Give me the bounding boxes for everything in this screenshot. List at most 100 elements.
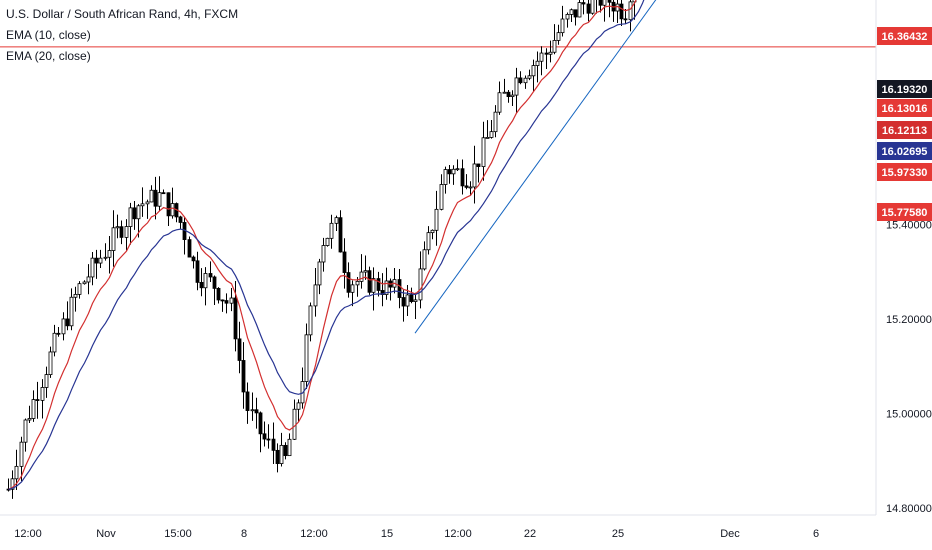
chart-title[interactable]: U.S. Dollar / South African Rand, 4h, FX… <box>6 7 239 21</box>
candle-body-down <box>544 52 549 55</box>
candle-body-up <box>539 52 544 62</box>
candle-body-up <box>531 65 536 77</box>
candle <box>422 241 427 271</box>
candle <box>115 214 120 239</box>
candle <box>464 174 469 190</box>
candle-body-down <box>35 399 40 401</box>
candle-body-down <box>401 297 406 307</box>
candle <box>405 284 410 317</box>
candle-body-up <box>468 186 473 189</box>
candle-body-up <box>136 205 141 220</box>
candle-body-down <box>220 299 225 302</box>
candle <box>250 392 255 421</box>
candle-body-up <box>628 1 633 21</box>
candle <box>313 268 318 317</box>
candle-body-up <box>602 0 607 6</box>
candle-body-up <box>98 257 103 264</box>
trendline[interactable] <box>414 0 845 334</box>
candle <box>565 12 570 28</box>
candle <box>153 176 158 220</box>
candle <box>23 418 28 452</box>
y-tick-label: 15.00000 <box>886 409 932 421</box>
candle <box>535 51 540 83</box>
candle-body-up <box>489 131 494 138</box>
candle <box>371 267 376 311</box>
x-tick-label: Nov <box>96 528 116 540</box>
candle <box>262 421 267 447</box>
time-axis[interactable]: 12:00 Nov 15:00 8 12:00 15 12:00 22 25 Dec 6 <box>14 528 819 540</box>
candle <box>460 159 465 195</box>
candle <box>489 120 494 139</box>
ema-20-legend[interactable]: EMA (20, close) <box>6 49 91 63</box>
candle-body-up <box>250 409 255 412</box>
candle <box>10 470 15 499</box>
candle-body-down <box>254 409 259 414</box>
candle <box>107 236 112 274</box>
candle <box>157 176 162 211</box>
price-tag: 16.19320 <box>877 80 932 98</box>
candle-body-down <box>607 0 612 3</box>
candle-body-up <box>103 256 108 259</box>
candle-body-up <box>325 237 330 246</box>
candle <box>481 121 486 181</box>
candle <box>44 366 49 398</box>
price-tags: 16.36432 16.19320 16.13016 16.12113 16.02695… <box>877 27 932 221</box>
candle <box>413 292 418 319</box>
candle-body-down <box>409 294 414 302</box>
candle <box>300 367 305 409</box>
candle-body-down <box>518 77 523 84</box>
price-tag: 16.36432 <box>877 27 932 45</box>
candle-body-up <box>355 280 360 286</box>
candle <box>321 237 326 272</box>
candle-body-up <box>455 168 460 171</box>
candle <box>392 268 397 294</box>
candle-body-up <box>124 226 129 238</box>
candle-body-up <box>329 222 334 239</box>
candle <box>187 236 192 258</box>
candle-body-down <box>208 273 213 278</box>
price-tag-bg <box>877 163 932 181</box>
candle-body-up <box>287 438 292 457</box>
candle <box>468 181 473 196</box>
candle-body-up <box>90 257 95 278</box>
candle <box>237 321 242 374</box>
candle-body-up <box>497 92 502 113</box>
candle <box>275 443 280 473</box>
candle <box>388 278 393 301</box>
candle-body-up <box>149 189 154 203</box>
price-tag: 15.97330 <box>877 163 932 181</box>
candle-body-up <box>413 299 418 302</box>
candle-body-up <box>40 387 45 401</box>
ema-10-legend[interactable]: EMA (10, close) <box>6 28 91 42</box>
candle-body-up <box>535 60 540 66</box>
candle-body-up <box>552 40 557 53</box>
candle <box>90 252 95 286</box>
candle <box>241 342 246 409</box>
candle <box>56 327 61 337</box>
candle <box>619 0 624 27</box>
price-tag: 16.13016 <box>877 99 932 117</box>
candle-body-up <box>405 294 410 307</box>
candle-body-up <box>304 334 309 382</box>
candle <box>581 0 586 15</box>
candle-body-down <box>476 163 481 167</box>
candle <box>308 302 313 342</box>
candle-body-up <box>443 169 448 185</box>
candle <box>493 105 498 138</box>
candle <box>174 202 179 223</box>
candle <box>271 422 276 464</box>
candle <box>350 280 355 307</box>
candle <box>527 69 532 81</box>
candle-body-down <box>166 192 171 217</box>
price-axis[interactable]: 16.4000016.2000016.0000015.8000015.60000… <box>886 0 932 516</box>
price-tag-bg <box>877 203 932 221</box>
x-tick-label: 12:00 <box>444 528 472 540</box>
candle-body-up <box>48 351 53 376</box>
candle-body-up <box>229 297 234 304</box>
candle <box>523 75 528 89</box>
price-tag-label: 16.19320 <box>882 84 928 96</box>
candle-body-up <box>422 249 427 270</box>
candle <box>292 399 297 440</box>
candle-body-down <box>65 318 70 327</box>
